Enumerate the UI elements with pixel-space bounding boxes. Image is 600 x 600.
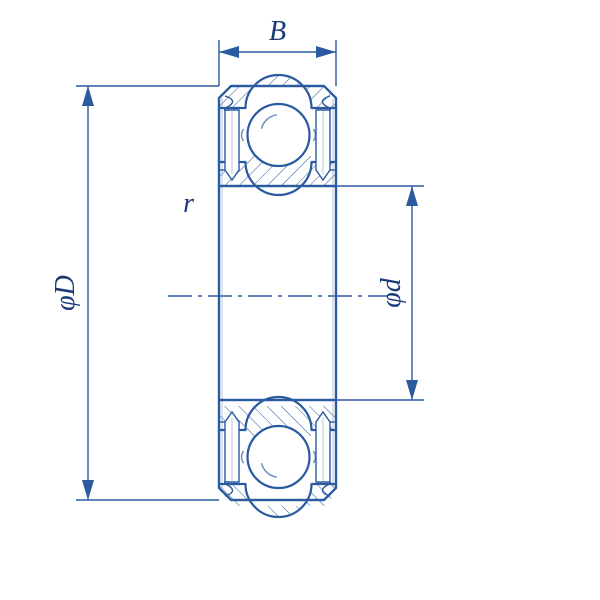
dim-r-label: r: [183, 188, 194, 219]
ball-upper: [248, 104, 310, 166]
ball-lower: [248, 426, 310, 488]
dim-B-label: B: [269, 16, 286, 47]
dim-phid-label: φd: [376, 277, 407, 307]
dim-phiD-label: φD: [50, 275, 81, 311]
bearing-cross-section-diagram: BφD φd r: [0, 0, 600, 600]
